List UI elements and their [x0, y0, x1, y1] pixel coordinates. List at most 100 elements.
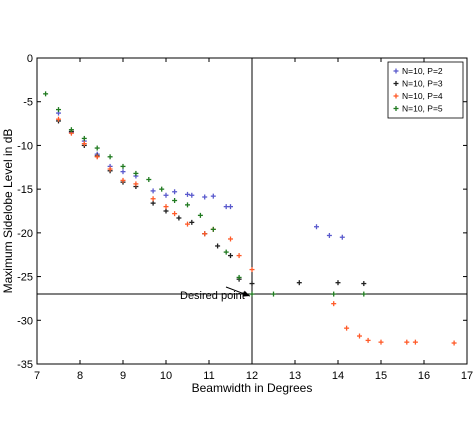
y-tick-label: -10	[17, 140, 33, 152]
data-point	[228, 253, 233, 259]
data-point	[357, 333, 362, 339]
data-point	[189, 219, 195, 225]
legend-marker	[393, 68, 399, 74]
annotation-text: Desired point	[180, 290, 245, 302]
data-point	[81, 135, 87, 141]
data-point	[189, 192, 195, 198]
data-point	[163, 208, 169, 214]
data-point	[94, 145, 100, 151]
data-point	[176, 215, 182, 221]
data-point	[249, 291, 255, 297]
legend-marker	[393, 93, 399, 99]
x-axis-title: Beamwidth in Degrees	[192, 381, 313, 395]
legend-label: N=10, P=3	[402, 79, 443, 89]
data-point	[404, 339, 410, 345]
legend-marker	[393, 106, 399, 111]
x-tick-label: 9	[120, 370, 126, 382]
data-point	[185, 202, 190, 208]
data-point	[326, 232, 332, 238]
data-point	[120, 177, 126, 183]
x-tick-label: 12	[246, 370, 258, 382]
data-point	[210, 226, 216, 232]
data-point	[223, 249, 229, 255]
data-point	[331, 291, 337, 297]
data-point	[331, 301, 337, 307]
data-point	[335, 280, 341, 286]
x-tick-label: 7	[34, 370, 40, 382]
data-point	[210, 193, 216, 199]
data-point	[223, 204, 229, 210]
data-point	[365, 337, 371, 343]
data-point	[271, 291, 276, 297]
legend-box	[387, 61, 464, 119]
data-point	[185, 221, 190, 227]
data-point	[163, 192, 169, 198]
data-point	[133, 181, 139, 187]
data-point	[120, 163, 126, 169]
y-tick-label: -25	[17, 272, 33, 284]
x-tick-label: 17	[461, 370, 473, 382]
data-point	[236, 253, 242, 259]
data-point	[56, 116, 61, 122]
legend-label: N=10, P=5	[402, 104, 443, 114]
x-tick-label: 16	[418, 370, 430, 382]
x-tick-label: 10	[160, 370, 172, 382]
data-point	[120, 169, 126, 175]
data-point	[344, 325, 350, 331]
data-point	[150, 200, 156, 206]
legend: N=10, P=2 N=10, P=3 N=10, P=4 N=10, P=5	[387, 61, 464, 119]
legend-marker	[393, 81, 399, 86]
data-point	[68, 127, 74, 133]
data-point	[172, 189, 178, 195]
data-point	[228, 204, 233, 210]
series-4	[43, 91, 367, 297]
data-point	[378, 339, 384, 345]
data-point	[172, 198, 178, 204]
y-tick-label: 0	[27, 53, 33, 65]
data-point	[146, 177, 152, 183]
data-point	[56, 107, 61, 113]
data-point	[43, 91, 49, 97]
data-point	[314, 224, 319, 230]
data-point	[163, 204, 169, 210]
data-point	[202, 231, 208, 237]
data-point	[150, 188, 156, 194]
data-point	[159, 186, 165, 192]
y-tick-label: -30	[17, 315, 33, 327]
y-tick-label: -15	[17, 184, 33, 196]
data-point	[197, 212, 203, 218]
annotation-arrowhead	[242, 290, 250, 297]
data-point	[202, 194, 208, 200]
data-point	[339, 234, 345, 240]
data-point	[249, 267, 255, 273]
data-point	[361, 281, 367, 287]
data-point	[81, 141, 87, 147]
y-tick-label: -35	[17, 359, 33, 371]
x-tick-label: 14	[332, 370, 344, 382]
legend-label: N=10, P=2	[402, 66, 443, 76]
data-point	[107, 154, 113, 160]
y-tick-label: -5	[23, 97, 33, 109]
data-point	[133, 170, 139, 176]
data-point	[107, 166, 113, 172]
x-tick-label: 8	[77, 370, 83, 382]
data-point	[236, 274, 242, 280]
data-point	[412, 339, 418, 345]
data-point	[249, 281, 255, 287]
data-point	[361, 291, 367, 297]
data-point	[94, 154, 100, 160]
x-tick-label: 13	[289, 370, 301, 382]
x-tick-label: 11	[203, 370, 214, 382]
data-point	[215, 243, 221, 249]
data-point	[228, 236, 233, 242]
data-point	[185, 191, 190, 197]
x-tick-label: 15	[375, 370, 387, 382]
data-point	[150, 196, 156, 202]
data-point	[451, 340, 457, 346]
legend-label: N=10, P=4	[402, 91, 443, 101]
data-point	[172, 211, 178, 217]
y-axis-title: Maximum Sidelobe Level in dB	[1, 129, 15, 294]
data-point	[296, 280, 302, 286]
